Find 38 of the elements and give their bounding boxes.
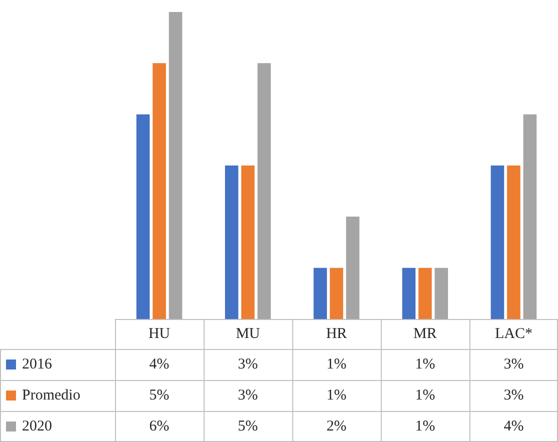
data-label: 3%: [238, 387, 258, 404]
data-label: 1%: [326, 356, 346, 372]
bar: [257, 63, 271, 319]
data-label: 6%: [149, 418, 170, 434]
data-label: 5%: [238, 418, 258, 434]
data-label: 3%: [238, 356, 258, 372]
bar: [168, 12, 182, 319]
data-label: 1%: [415, 387, 436, 404]
data-label: 4%: [149, 356, 170, 372]
data-label: 1%: [415, 418, 436, 434]
data-label: 1%: [415, 356, 436, 372]
bar: [490, 166, 504, 319]
x-tick-label: HR: [326, 326, 347, 342]
data-label: 1%: [326, 387, 346, 404]
bar: [418, 268, 432, 319]
bar: [330, 268, 344, 319]
x-tick-label: MR: [413, 326, 437, 342]
data-label: 5%: [149, 387, 170, 404]
bar: [346, 216, 360, 319]
bar: [152, 63, 166, 319]
bar: [241, 166, 255, 319]
bar: [507, 166, 520, 319]
legend-label: 2016: [22, 356, 52, 372]
data-label: 2%: [326, 418, 346, 434]
bar: [136, 114, 150, 319]
data-label: 3%: [504, 356, 524, 372]
bar: [402, 268, 416, 319]
legend-label: Promedio: [22, 387, 80, 404]
x-tick-label: HU: [148, 326, 170, 342]
x-tick-label: LAC*: [494, 326, 532, 342]
bar: [224, 166, 238, 319]
bar: [523, 114, 537, 319]
legend-label: 2020: [22, 418, 52, 434]
x-tick-label: MU: [236, 326, 260, 342]
data-label: 3%: [504, 387, 524, 404]
data-label: 4%: [504, 418, 524, 434]
bar: [434, 268, 448, 319]
bar: [314, 268, 327, 319]
